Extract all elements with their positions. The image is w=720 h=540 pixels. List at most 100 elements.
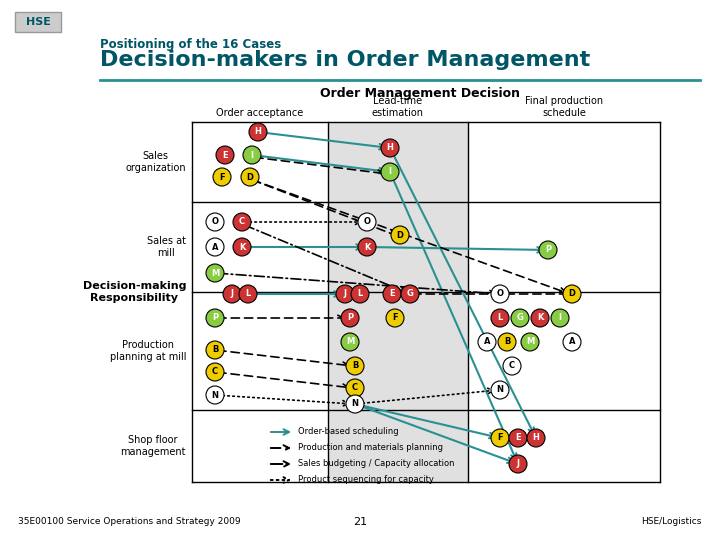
Text: Sales at
mill: Sales at mill — [147, 236, 186, 258]
Text: C: C — [212, 368, 218, 376]
Text: H: H — [255, 127, 261, 137]
Text: P: P — [212, 314, 218, 322]
Circle shape — [249, 123, 267, 141]
Circle shape — [358, 238, 376, 256]
Circle shape — [381, 163, 399, 181]
Text: B: B — [504, 338, 510, 347]
Text: Shop floor
management: Shop floor management — [120, 435, 186, 457]
Text: Production
planning at mill: Production planning at mill — [109, 340, 186, 362]
Text: F: F — [498, 434, 503, 442]
Text: N: N — [497, 386, 503, 395]
Circle shape — [346, 379, 364, 397]
Circle shape — [391, 226, 409, 244]
Text: L: L — [246, 289, 251, 299]
Circle shape — [206, 363, 224, 381]
Text: Decision-makers in Order Management: Decision-makers in Order Management — [100, 50, 590, 70]
Text: Sales budgeting / Capacity allocation: Sales budgeting / Capacity allocation — [298, 460, 454, 469]
Circle shape — [341, 309, 359, 327]
Text: G: G — [516, 314, 523, 322]
Circle shape — [233, 238, 251, 256]
Text: Positioning of the 16 Cases: Positioning of the 16 Cases — [100, 38, 282, 51]
Text: M: M — [526, 338, 534, 347]
Circle shape — [539, 241, 557, 259]
Circle shape — [346, 357, 364, 375]
Text: Order acceptance: Order acceptance — [217, 108, 304, 118]
Circle shape — [206, 341, 224, 359]
Text: Final production
schedule: Final production schedule — [525, 97, 603, 118]
Text: I: I — [389, 167, 392, 177]
Text: D: D — [569, 289, 575, 299]
Text: I: I — [559, 314, 562, 322]
Circle shape — [478, 333, 496, 351]
Text: I: I — [251, 151, 253, 159]
Text: A: A — [212, 242, 218, 252]
Circle shape — [503, 357, 521, 375]
Text: D: D — [397, 231, 403, 240]
Circle shape — [386, 309, 404, 327]
Text: B: B — [352, 361, 358, 370]
Text: Sales
organization: Sales organization — [125, 151, 186, 173]
Circle shape — [358, 213, 376, 231]
Circle shape — [563, 333, 581, 351]
Circle shape — [383, 285, 401, 303]
Circle shape — [381, 139, 399, 157]
Circle shape — [509, 455, 527, 473]
Circle shape — [341, 333, 359, 351]
Text: Decision-making
Responsibility: Decision-making Responsibility — [83, 281, 186, 303]
Text: K: K — [537, 314, 543, 322]
Text: P: P — [545, 246, 551, 254]
Text: M: M — [346, 338, 354, 347]
Circle shape — [223, 285, 241, 303]
Text: Product sequencing for capacity: Product sequencing for capacity — [298, 476, 434, 484]
Circle shape — [346, 395, 364, 413]
Circle shape — [491, 285, 509, 303]
Circle shape — [509, 429, 527, 447]
Text: L: L — [498, 314, 503, 322]
Circle shape — [551, 309, 569, 327]
Text: M: M — [211, 268, 219, 278]
Text: A: A — [484, 338, 490, 347]
Text: H: H — [533, 434, 539, 442]
Text: G: G — [407, 289, 413, 299]
Circle shape — [206, 238, 224, 256]
Text: E: E — [390, 289, 395, 299]
Text: A: A — [569, 338, 575, 347]
Circle shape — [213, 168, 231, 186]
Text: E: E — [516, 434, 521, 442]
Circle shape — [206, 264, 224, 282]
Circle shape — [401, 285, 419, 303]
Text: E: E — [222, 151, 228, 159]
Text: B: B — [212, 346, 218, 354]
Text: J: J — [516, 460, 520, 469]
Text: O: O — [212, 218, 218, 226]
Text: 35E00100 Service Operations and Strategy 2009: 35E00100 Service Operations and Strategy… — [18, 517, 240, 526]
Text: Order Management Decision: Order Management Decision — [320, 87, 520, 100]
Text: HSE: HSE — [26, 17, 50, 27]
Text: J: J — [230, 289, 233, 299]
Text: P: P — [347, 314, 353, 322]
Text: N: N — [351, 400, 359, 408]
Text: Production and materials planning: Production and materials planning — [298, 443, 443, 453]
Circle shape — [243, 146, 261, 164]
Circle shape — [511, 309, 529, 327]
Text: 21: 21 — [353, 517, 367, 527]
Circle shape — [241, 168, 259, 186]
Text: H: H — [387, 144, 393, 152]
Bar — [328, 122, 468, 482]
Text: F: F — [219, 172, 225, 181]
Circle shape — [206, 309, 224, 327]
Circle shape — [491, 429, 509, 447]
Circle shape — [491, 309, 509, 327]
Text: Lead-time
estimation: Lead-time estimation — [372, 97, 424, 118]
Circle shape — [216, 146, 234, 164]
FancyBboxPatch shape — [15, 12, 61, 32]
Circle shape — [233, 213, 251, 231]
Circle shape — [206, 386, 224, 404]
Circle shape — [527, 429, 545, 447]
Text: HSE/Logistics: HSE/Logistics — [642, 517, 702, 526]
Text: D: D — [246, 172, 253, 181]
Circle shape — [206, 213, 224, 231]
Text: C: C — [352, 383, 358, 393]
Text: Order-based scheduling: Order-based scheduling — [298, 428, 399, 436]
Text: N: N — [212, 390, 218, 400]
